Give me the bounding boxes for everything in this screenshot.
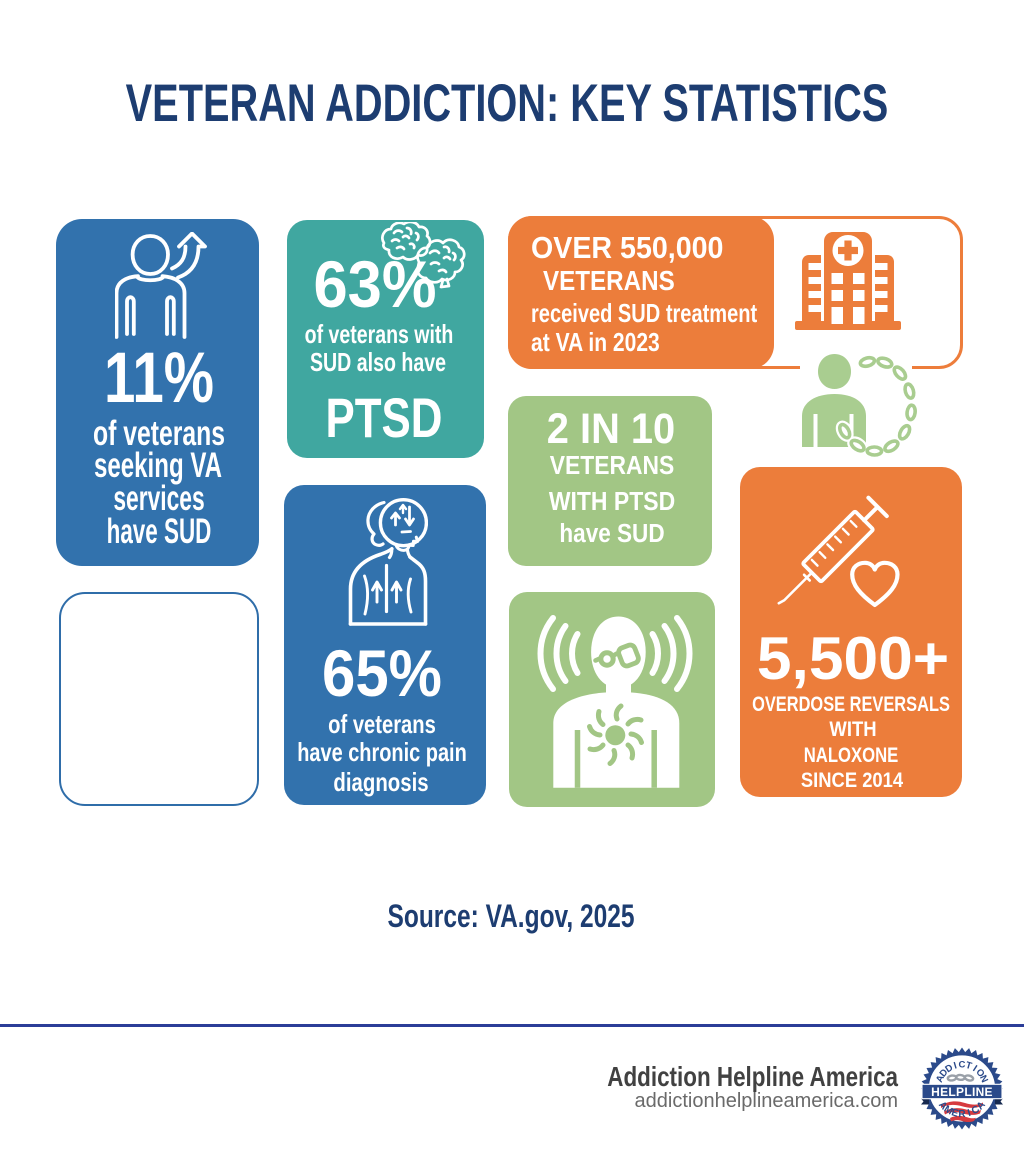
svg-text:HELPLINE: HELPLINE xyxy=(931,1085,993,1099)
svg-text:I: I xyxy=(971,1063,980,1074)
svg-text:C: C xyxy=(970,1104,982,1117)
svg-text:I: I xyxy=(953,1060,959,1071)
svg-text:A: A xyxy=(934,1074,947,1085)
svg-text:I: I xyxy=(966,1108,972,1119)
svg-text:T: T xyxy=(964,1060,973,1072)
svg-text:C: C xyxy=(959,1060,966,1071)
svg-text:N: N xyxy=(977,1074,990,1085)
svg-text:E: E xyxy=(950,1107,960,1120)
svg-text:D: D xyxy=(943,1062,955,1075)
svg-text:R: R xyxy=(958,1109,966,1120)
